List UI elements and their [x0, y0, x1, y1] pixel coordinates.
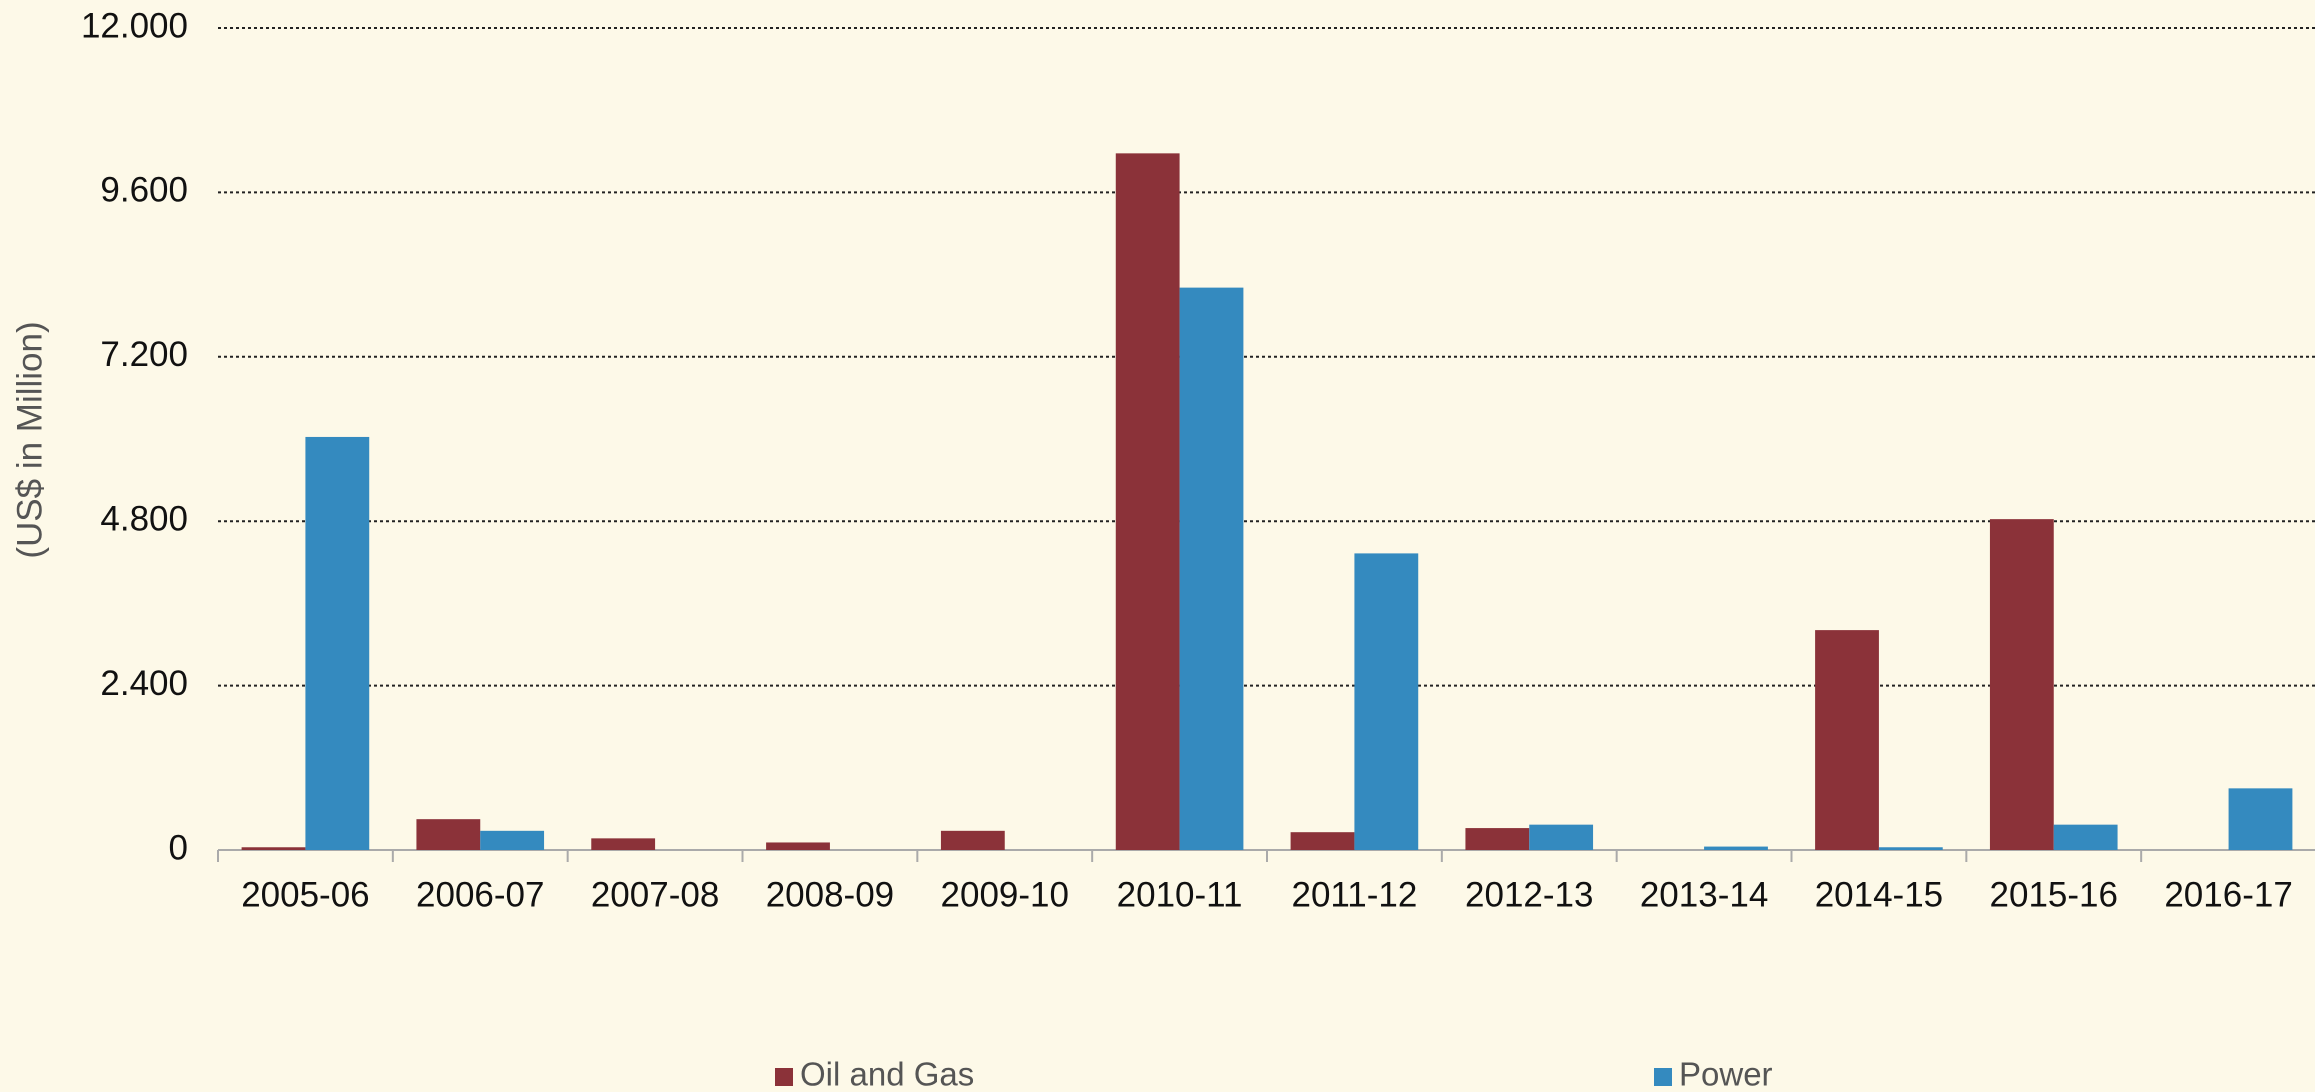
x-tick-label: 2016-17: [2164, 875, 2292, 914]
x-tick-label: 2014-15: [1815, 875, 1943, 914]
x-tick-label: 2010-11: [1117, 875, 1243, 914]
bar: [1115, 153, 1180, 851]
bar: [1878, 847, 1943, 850]
bar: [766, 842, 830, 850]
x-tick-label: 2008-09: [766, 875, 894, 914]
x-tick-label: 2015-16: [1990, 875, 2118, 914]
bar: [2053, 824, 2118, 850]
y-tick-label: 12.000: [81, 6, 188, 45]
y-axis-label: (US$ in Million): [10, 321, 49, 558]
x-tick-label: 2013-14: [1640, 875, 1768, 914]
bar: [1465, 828, 1530, 850]
bar: [2228, 788, 2293, 850]
bar: [480, 830, 545, 850]
bar: [591, 838, 656, 850]
bar: [1354, 553, 1419, 850]
y-tick-label: 2.400: [100, 664, 188, 703]
bar: [1815, 630, 1879, 850]
legend-label: Oil and Gas: [800, 1056, 974, 1092]
bar: [305, 436, 370, 850]
x-tick-label: 2007-08: [591, 875, 719, 914]
bar: [241, 847, 306, 850]
x-tick-label: 2011-12: [1291, 875, 1417, 914]
legend-swatch: [1654, 1068, 1672, 1086]
x-tick-label: 2009-10: [941, 875, 1069, 914]
bar: [1290, 832, 1355, 850]
legend-swatch: [775, 1068, 793, 1086]
y-tick-label: 9.600: [100, 171, 188, 210]
bar: [940, 830, 1005, 850]
legend-label: Power: [1679, 1056, 1773, 1092]
y-tick-label: 0: [169, 828, 188, 867]
bar: [1529, 824, 1594, 850]
bar: [1989, 519, 2054, 850]
bar: [1179, 287, 1244, 850]
x-tick-label: 2005-06: [241, 875, 369, 914]
bar: [416, 819, 481, 850]
bar: [1704, 846, 1768, 850]
y-tick-label: 7.200: [100, 335, 188, 374]
y-tick-label: 4.800: [100, 499, 188, 538]
x-tick-label: 2006-07: [416, 875, 544, 914]
x-tick-label: 2012-13: [1465, 875, 1593, 914]
